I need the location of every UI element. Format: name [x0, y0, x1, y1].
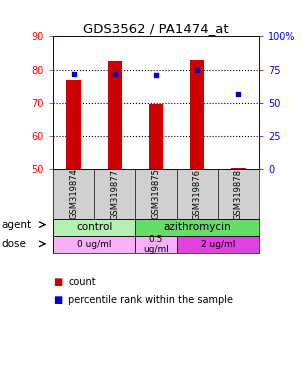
Text: 0.5
ug/ml: 0.5 ug/ml — [143, 235, 169, 254]
Bar — [190, 60, 205, 169]
Title: GDS3562 / PA1474_at: GDS3562 / PA1474_at — [83, 22, 229, 35]
Text: dose: dose — [2, 239, 26, 249]
Point — [236, 91, 241, 97]
Text: agent: agent — [2, 220, 32, 230]
Bar — [53, 235, 135, 253]
Bar — [108, 61, 122, 169]
Text: 0 ug/ml: 0 ug/ml — [77, 240, 112, 249]
Text: GSM319874: GSM319874 — [69, 169, 78, 220]
Bar — [231, 167, 246, 169]
Text: ■: ■ — [53, 295, 62, 305]
Text: GSM319875: GSM319875 — [152, 169, 161, 220]
Point — [112, 71, 117, 77]
Bar — [149, 104, 163, 169]
Bar — [177, 235, 259, 253]
Bar — [53, 219, 135, 235]
Bar — [135, 219, 259, 235]
Text: control: control — [76, 222, 112, 232]
Text: azithromycin: azithromycin — [163, 222, 231, 232]
Point — [71, 71, 76, 77]
Text: GSM319877: GSM319877 — [110, 169, 119, 220]
Text: ■: ■ — [53, 277, 62, 287]
Bar — [135, 235, 177, 253]
Text: percentile rank within the sample: percentile rank within the sample — [68, 295, 233, 305]
Text: 2 ug/ml: 2 ug/ml — [201, 240, 235, 249]
Text: GSM319878: GSM319878 — [234, 169, 243, 220]
Text: GSM319876: GSM319876 — [193, 169, 202, 220]
Text: count: count — [68, 277, 96, 287]
Bar — [66, 79, 81, 169]
Point — [154, 72, 158, 78]
Point — [195, 66, 200, 73]
